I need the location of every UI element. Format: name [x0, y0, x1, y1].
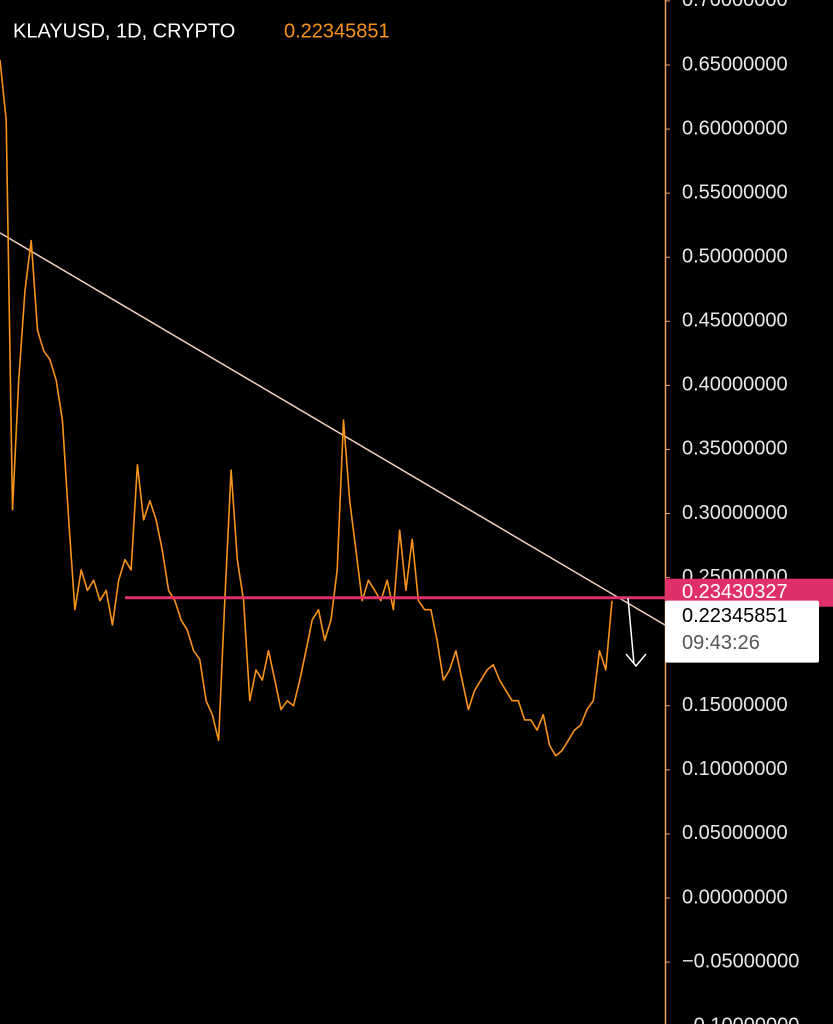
price-line [0, 59, 613, 757]
y-tick-label: 0.10000000 [682, 758, 788, 780]
last-price-label: 0.22345851 [682, 605, 788, 627]
plot-area [0, 0, 670, 963]
y-tick-label: 0.70000000 [682, 0, 788, 11]
trendline [0, 232, 666, 626]
price-line-label: 0.23430327 [682, 581, 788, 603]
y-tick-label: 0.30000000 [682, 502, 788, 524]
y-tick-label: −0.05000000 [682, 950, 799, 972]
y-tick-label: 0.40000000 [682, 374, 788, 396]
countdown-label: 09:43:26 [682, 632, 760, 654]
y-tick-label: 0.50000000 [682, 245, 788, 267]
y-tick-label: 0.00000000 [682, 886, 788, 908]
last-price-box [665, 600, 819, 663]
down-arrow [625, 597, 647, 668]
header-price: 0.22345851 [284, 20, 390, 42]
y-tick-label: 0.05000000 [682, 822, 788, 844]
y-tick-label: −0.10000000 [682, 1014, 799, 1024]
y-tick-label: 0.55000000 [682, 181, 788, 203]
y-tick-label: 0.65000000 [682, 53, 788, 75]
y-tick-label: 0.60000000 [682, 117, 788, 139]
y-tick-label: 0.15000000 [682, 694, 788, 716]
y-tick-label: 0.45000000 [682, 310, 788, 332]
y-tick-label: 0.35000000 [682, 438, 788, 460]
symbol-title: KLAYUSD, 1D, CRYPTO [13, 20, 235, 42]
